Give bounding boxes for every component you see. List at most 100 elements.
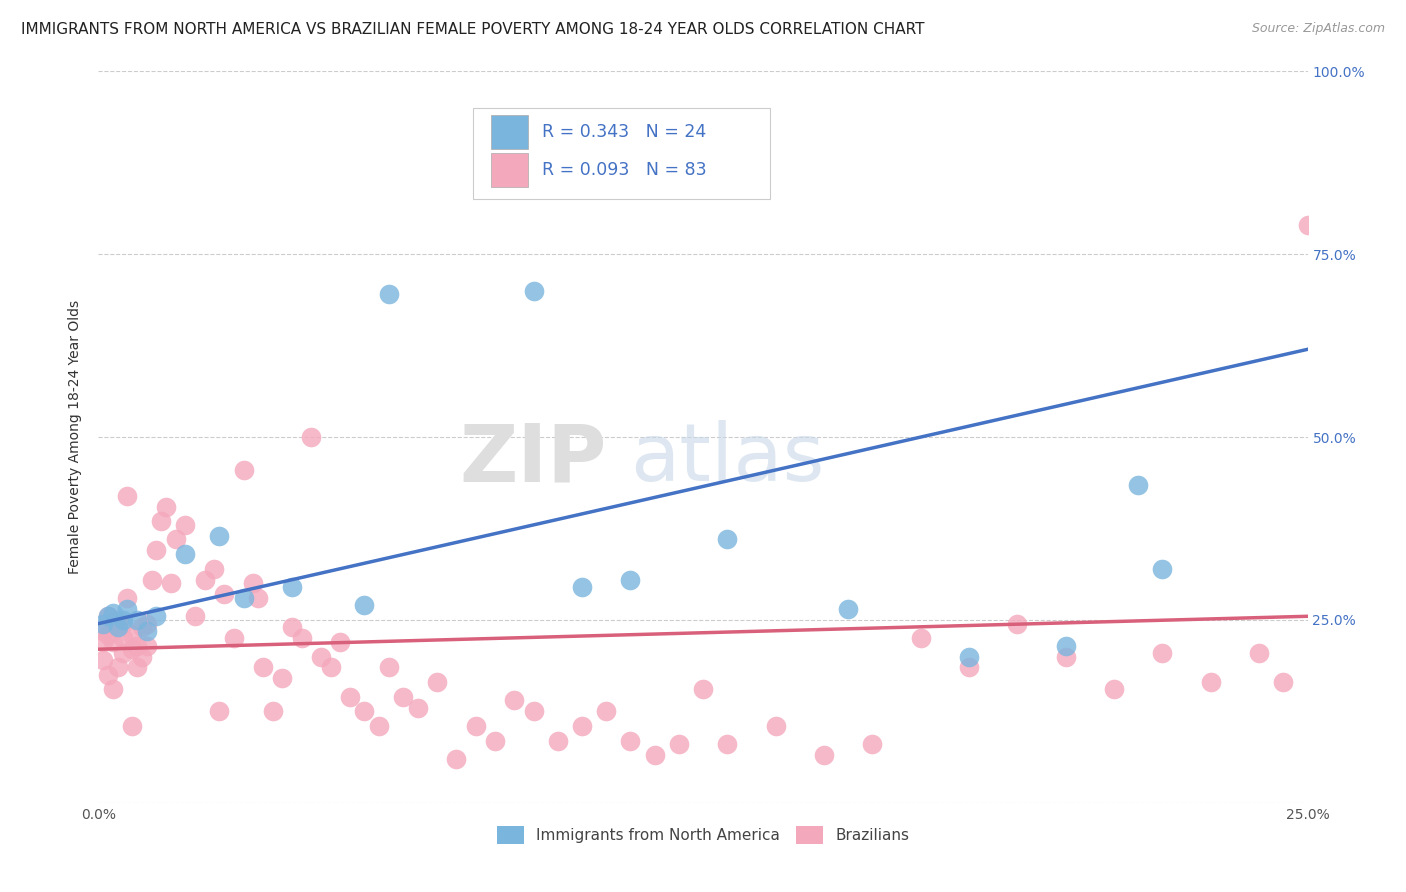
Point	[107, 613, 129, 627]
Point	[194, 573, 217, 587]
Point	[150, 514, 173, 528]
Point	[523, 705, 546, 719]
Point	[91, 635, 114, 649]
Point	[262, 705, 284, 719]
Point	[339, 690, 361, 704]
Point	[281, 620, 304, 634]
Point	[165, 533, 187, 547]
Point	[426, 675, 449, 690]
Point	[319, 660, 342, 674]
Point	[222, 632, 245, 646]
Point	[131, 649, 153, 664]
Text: Source: ZipAtlas.com: Source: ZipAtlas.com	[1251, 22, 1385, 36]
Point	[145, 609, 167, 624]
Point	[145, 543, 167, 558]
Point	[155, 500, 177, 514]
Point	[571, 580, 593, 594]
Point	[97, 609, 120, 624]
Point	[135, 624, 157, 638]
Point	[464, 719, 486, 733]
Point	[1152, 562, 1174, 576]
Point	[232, 463, 254, 477]
Point	[111, 616, 134, 631]
Point	[644, 748, 666, 763]
Point	[121, 642, 143, 657]
Point	[406, 700, 429, 714]
Point	[131, 620, 153, 634]
Point	[957, 660, 980, 674]
Point	[716, 737, 738, 751]
Point	[121, 627, 143, 641]
Point	[957, 649, 980, 664]
Point	[446, 752, 468, 766]
Point	[595, 705, 617, 719]
Point	[212, 587, 235, 601]
Point	[127, 660, 149, 674]
Point	[101, 616, 124, 631]
Text: R = 0.093   N = 83: R = 0.093 N = 83	[543, 161, 707, 179]
Point	[91, 624, 114, 638]
Point	[837, 602, 859, 616]
Point	[668, 737, 690, 751]
Text: atlas: atlas	[630, 420, 825, 498]
Point	[353, 599, 375, 613]
Point	[271, 672, 294, 686]
Point	[299, 430, 322, 444]
Point	[813, 748, 835, 763]
Point	[174, 547, 197, 561]
Point	[377, 287, 399, 301]
Point	[309, 649, 332, 664]
Point	[523, 284, 546, 298]
Text: R = 0.343   N = 24: R = 0.343 N = 24	[543, 123, 706, 141]
Point	[111, 632, 134, 646]
Point	[91, 653, 114, 667]
Point	[1249, 646, 1271, 660]
Point	[619, 733, 641, 747]
Point	[368, 719, 391, 733]
Point	[91, 616, 114, 631]
Point	[111, 613, 134, 627]
Point	[503, 693, 526, 707]
Point	[860, 737, 883, 751]
Point	[107, 620, 129, 634]
Point	[101, 635, 124, 649]
Point	[127, 639, 149, 653]
Point	[1128, 477, 1150, 491]
Legend: Immigrants from North America, Brazilians: Immigrants from North America, Brazilian…	[491, 820, 915, 850]
Point	[184, 609, 207, 624]
Point	[281, 580, 304, 594]
Point	[290, 632, 312, 646]
Point	[97, 609, 120, 624]
Point	[484, 733, 506, 747]
Point	[247, 591, 270, 605]
Point	[101, 606, 124, 620]
Point	[619, 573, 641, 587]
Point	[111, 646, 134, 660]
Point	[716, 533, 738, 547]
Point	[1199, 675, 1222, 690]
Point	[160, 576, 183, 591]
Point	[329, 635, 352, 649]
Text: ZIP: ZIP	[458, 420, 606, 498]
Point	[174, 517, 197, 532]
Point	[135, 639, 157, 653]
FancyBboxPatch shape	[492, 153, 527, 187]
Point	[692, 682, 714, 697]
Point	[97, 667, 120, 681]
Point	[204, 562, 226, 576]
Point	[571, 719, 593, 733]
Point	[141, 573, 163, 587]
Point	[97, 627, 120, 641]
Point	[252, 660, 274, 674]
Point	[1054, 649, 1077, 664]
Point	[117, 602, 139, 616]
Point	[1296, 218, 1319, 232]
Point	[117, 591, 139, 605]
Point	[208, 705, 231, 719]
Point	[1102, 682, 1125, 697]
Point	[232, 591, 254, 605]
Point	[1007, 616, 1029, 631]
Point	[1272, 675, 1295, 690]
Point	[135, 616, 157, 631]
Point	[107, 660, 129, 674]
